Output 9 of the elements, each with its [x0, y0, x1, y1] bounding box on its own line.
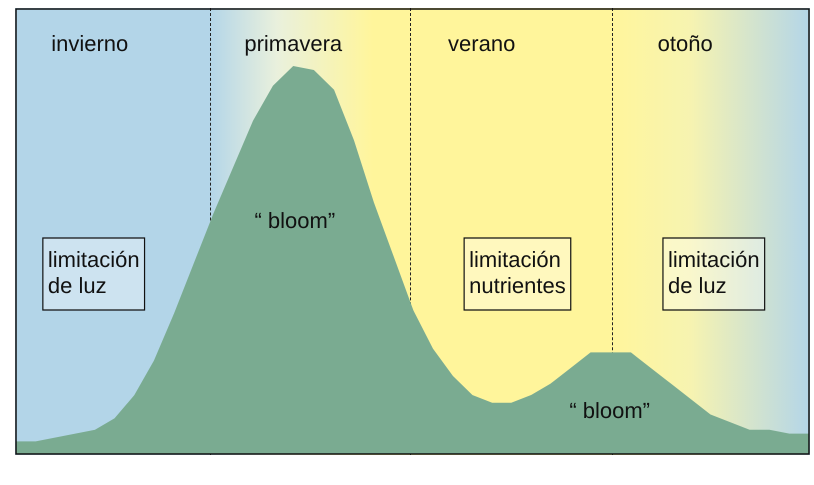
annotation: “ bloom” [569, 398, 650, 424]
annotation: limitación de luz [48, 247, 140, 298]
annotation: limitación de luz [668, 247, 760, 298]
text: otoño [658, 31, 713, 56]
text: primavera [244, 31, 343, 56]
annotation: “ bloom” [254, 208, 336, 234]
text: invierno [51, 31, 128, 56]
annotation: limitación nutrientes [469, 247, 566, 298]
text: verano [448, 31, 516, 56]
